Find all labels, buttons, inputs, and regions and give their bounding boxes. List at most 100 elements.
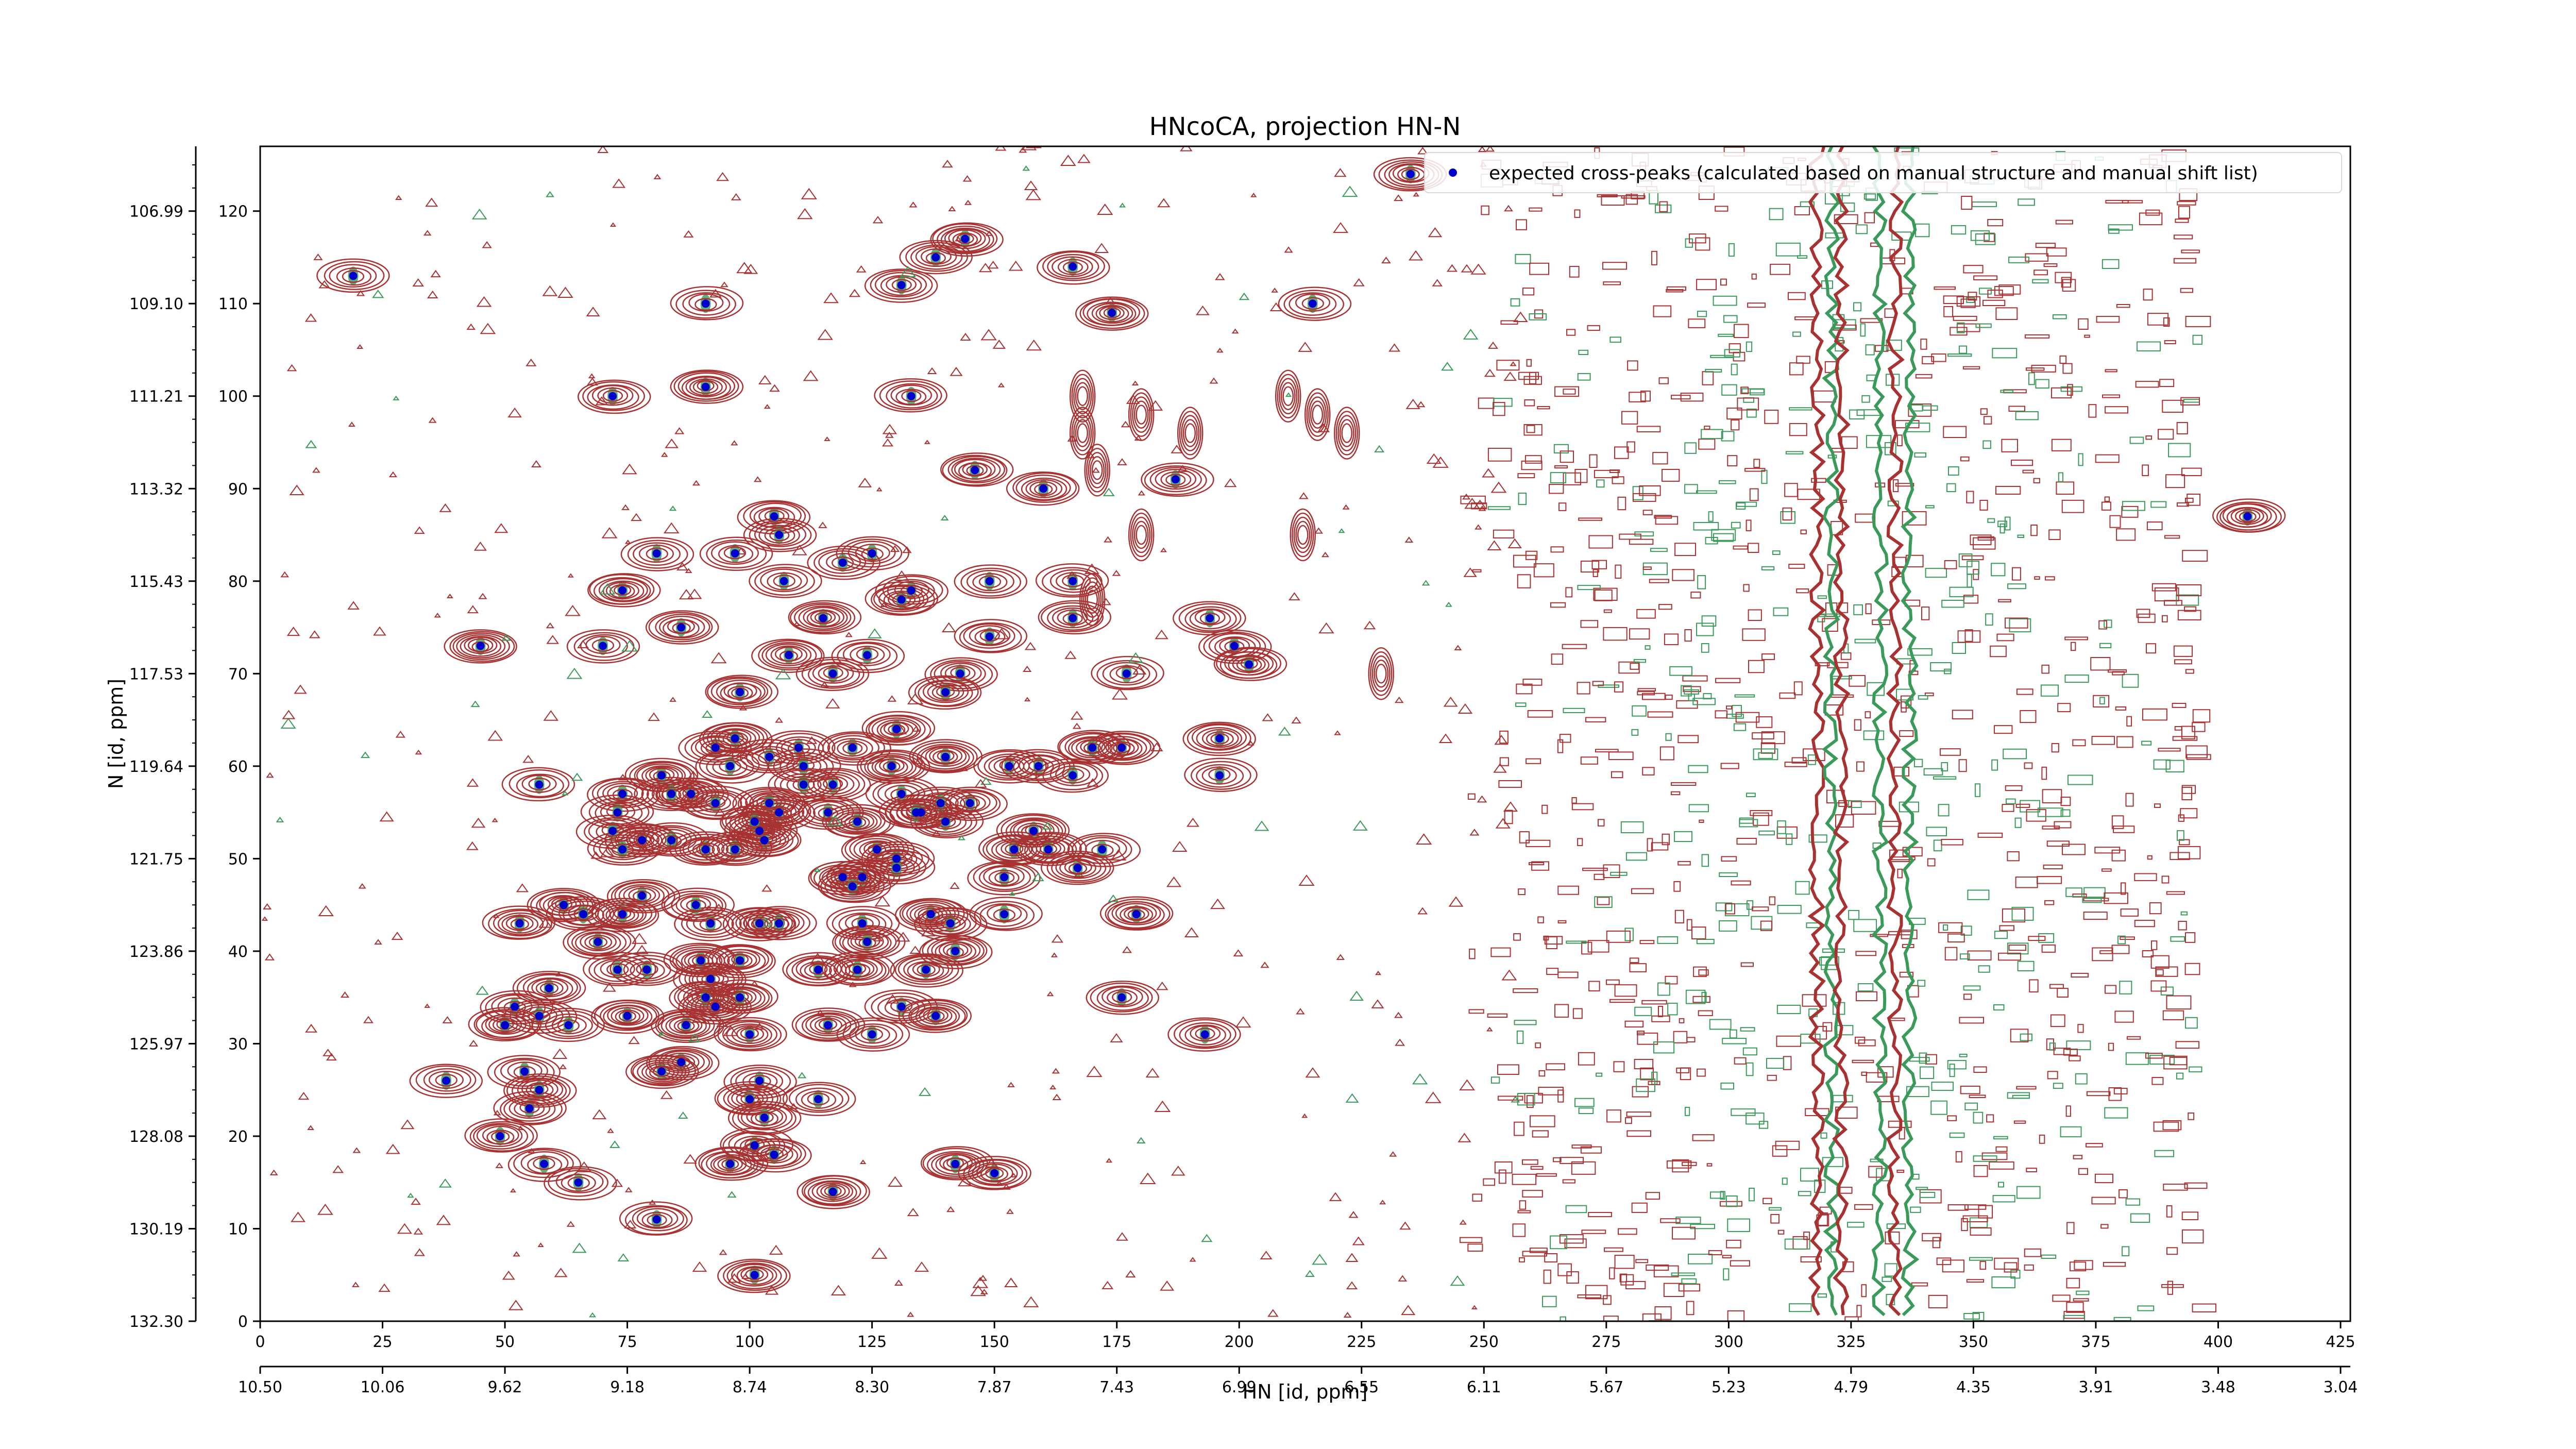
peak-contour [898,999,972,1033]
y-ppm-tick-label: 115.43 [129,573,183,591]
cross-peak-marker [990,1169,999,1177]
y-ppm-tick-label: 111.21 [129,388,183,406]
cross-peak-marker [652,1215,661,1224]
x-ppm-tick-label: 7.87 [977,1378,1012,1396]
cross-peak-marker [599,642,607,650]
cross-peak-marker [618,789,627,798]
legend-marker-icon [1449,169,1457,177]
y-tick-label: 30 [228,1035,248,1053]
cross-peak-marker [608,827,617,835]
cross-peak-marker [907,392,916,400]
peak-contour [717,1258,791,1293]
cross-peak-marker [349,272,358,280]
cross-peak-marker [525,1104,534,1113]
cross-peak-marker [594,937,602,946]
cross-peak-marker [936,799,945,807]
x-ppm-tick-label: 9.18 [610,1378,645,1396]
cross-peak-marker [520,1067,529,1076]
unassigned-contour [1084,444,1110,497]
cross-peak-marker [701,299,710,308]
x-ppm-tick-label: 5.67 [1589,1378,1623,1396]
peak-contour [818,731,891,766]
y-ppm-tick-label: 123.86 [129,943,183,961]
x-ppm-tick-label: 4.79 [1834,1378,1868,1396]
cross-peak-marker [897,789,906,798]
peak-contour [954,619,1028,653]
cross-peak-marker [873,845,882,854]
cross-peak-marker [687,789,696,798]
y-tick-label: 100 [218,388,248,406]
cross-peak-marker [828,1187,837,1196]
peak-contour [1278,287,1352,321]
peak-contour [969,897,1043,931]
cross-peak-marker [985,577,994,585]
unassigned-contour [1069,369,1096,423]
peak-contour [795,656,870,692]
cross-peak-marker [760,836,769,845]
cross-peak-marker [985,632,994,641]
y-ppm-tick-label: 130.19 [129,1220,183,1238]
cross-peak-marker [706,919,715,928]
x-tick-label: 150 [980,1333,1009,1351]
legend-label: expected cross-peaks (calculated based o… [1489,163,2258,184]
cross-peak-marker [736,993,744,1002]
cross-peak-marker [755,1076,764,1085]
x-tick-label: 25 [372,1333,392,1351]
cross-peak-marker [1000,873,1009,882]
cross-peak-marker [682,1021,690,1030]
cross-peak-marker [853,817,862,826]
cross-peak-marker [824,1021,833,1030]
peak-contour [832,925,906,959]
marker-layer [349,170,2252,1279]
peak-contour [954,564,1028,599]
x-tick-label: 350 [1959,1333,1988,1351]
x-ppm-tick-label: 6.11 [1467,1378,1501,1396]
cross-peak-marker [1171,475,1180,484]
unassigned-contour [1290,508,1316,562]
cross-peak-marker [956,669,964,678]
cross-peak-marker [745,1095,754,1104]
unassigned-contour [1177,407,1204,460]
cross-peak-marker [706,974,715,983]
cross-peak-marker [677,623,686,632]
cross-peak-marker [711,1002,720,1011]
unassigned-contour [1069,407,1096,460]
cross-peak-marker [814,1095,823,1104]
cross-peak-marker [501,1021,510,1030]
x-tick-label: 0 [255,1333,265,1351]
cross-peak-marker [1098,845,1107,854]
cross-peak-marker [701,845,710,854]
peak-contour [1037,250,1110,285]
cross-peak-marker [574,1178,583,1187]
cross-peak-marker [961,234,970,243]
x-tick-label: 175 [1102,1333,1131,1351]
x-tick-label: 225 [1347,1333,1376,1351]
legend-box [1424,152,2342,193]
peak-contour [625,1054,699,1089]
peak-contour [768,768,841,802]
chart-title: HNcoCA, projection HN-N [1149,112,1461,141]
x-tick-label: 275 [1591,1333,1621,1351]
cross-peak-marker [652,549,661,558]
cross-peak-marker [736,688,744,697]
cross-peak-marker [1073,864,1082,872]
peak-contour [1173,601,1246,636]
cross-peak-marker [931,1012,940,1020]
y-tick-label: 0 [238,1313,248,1331]
cross-peak-marker [726,1159,735,1168]
y-ppm-tick-label: 119.64 [129,758,183,776]
cross-peak-marker [1108,309,1116,317]
cross-peak-marker [1029,827,1038,835]
cross-peak-marker [971,466,979,475]
cross-peak-marker [760,1114,769,1122]
plot-background [260,146,2350,1321]
cross-peak-marker [545,984,553,992]
cross-peak-marker [535,1012,544,1020]
cross-peak-marker [736,956,744,965]
cross-peak-marker [579,910,588,919]
peak-contour [1184,757,1258,793]
y-tick-label: 40 [228,943,248,961]
cross-peak-marker [799,780,808,789]
cross-peak-marker [863,651,872,660]
peak-contour [1038,600,1112,635]
